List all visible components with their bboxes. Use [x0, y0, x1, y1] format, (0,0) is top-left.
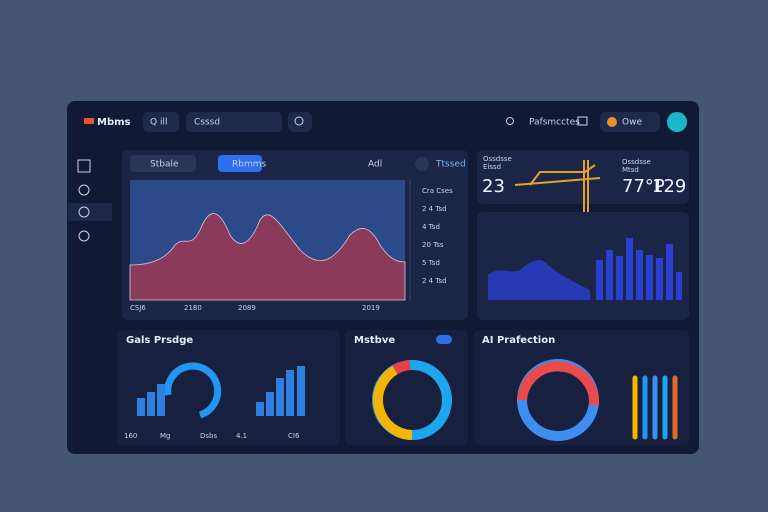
card-label: Dsbs — [200, 432, 217, 440]
logo: Mbms — [97, 117, 131, 128]
nav-icon[interactable] — [77, 159, 91, 173]
toggle[interactable] — [436, 335, 452, 344]
x-label: 2180 — [184, 304, 202, 312]
card-label: Mg — [160, 432, 170, 440]
tab-label[interactable]: Stbale — [150, 160, 179, 170]
area-series — [129, 213, 406, 301]
card-title: Gals Prsdge — [126, 335, 193, 346]
search-tab[interactable] — [143, 112, 179, 132]
stat-value: 129 — [652, 176, 686, 197]
stat-value: 77°P — [622, 176, 665, 197]
side-label: 2 4 Tsd — [422, 277, 447, 285]
user-avatar — [607, 117, 617, 127]
search-icon[interactable] — [294, 116, 304, 126]
menu-icon[interactable] — [577, 116, 588, 126]
donut-segment — [373, 365, 413, 440]
filter[interactable]: Adl — [368, 160, 382, 170]
crane-illustration — [514, 160, 601, 300]
logo-icon — [84, 118, 94, 124]
nav-icon[interactable] — [78, 230, 90, 242]
badge[interactable]: Ttssed — [435, 160, 466, 170]
search-input[interactable] — [186, 112, 282, 132]
side-label: Cra Cses — [422, 187, 453, 195]
card-label: CI6 — [288, 432, 300, 440]
x-label: CSJ6 — [130, 304, 146, 312]
goals-card — [117, 330, 340, 445]
nav-icon[interactable] — [78, 184, 90, 196]
stat-value: 23 — [482, 176, 505, 197]
tab-label[interactable]: Rbmms — [232, 160, 267, 170]
stat-sub: Mtsd — [622, 166, 639, 174]
user-menu[interactable] — [600, 112, 660, 132]
card-label: 4.1 — [236, 432, 247, 440]
card-label: 160 — [124, 432, 137, 440]
side-label: 5 Tsd — [422, 259, 440, 267]
search-tab-label[interactable]: Q ill — [150, 118, 167, 128]
side-label: 2 4 Tsd — [422, 205, 447, 213]
progress-bars — [632, 375, 678, 440]
tab-active[interactable] — [218, 155, 262, 172]
search-icon[interactable] — [506, 117, 514, 125]
stat-title: Ossdsse — [622, 158, 651, 166]
profile-link[interactable]: Pafsmcctes — [529, 118, 580, 128]
trend-bars — [596, 238, 682, 300]
nav-icon[interactable] — [78, 206, 90, 218]
gauge — [164, 362, 222, 419]
stat-title: Ossdsse — [483, 155, 512, 163]
search-placeholder[interactable]: Csssd — [194, 118, 220, 128]
side-label: 20 Tss — [422, 241, 444, 249]
tab[interactable] — [130, 155, 196, 172]
search-button[interactable] — [288, 112, 312, 132]
donut-segment — [392, 360, 411, 375]
side-label: 4 Tsd — [422, 223, 440, 231]
mini-bars — [137, 366, 305, 416]
card-title: AI Prafection — [482, 335, 555, 346]
user-name[interactable]: Owe — [622, 118, 642, 128]
card-title: Mstbve — [354, 335, 395, 346]
x-label: 2089 — [238, 304, 256, 312]
stat-sub: Eissd — [483, 163, 501, 171]
badge-icon — [415, 157, 429, 171]
account-button[interactable] — [667, 112, 687, 132]
x-label: 2019 — [362, 304, 380, 312]
trend-area — [488, 260, 590, 300]
nav-active[interactable] — [68, 203, 112, 221]
donut-segment — [517, 361, 600, 406]
